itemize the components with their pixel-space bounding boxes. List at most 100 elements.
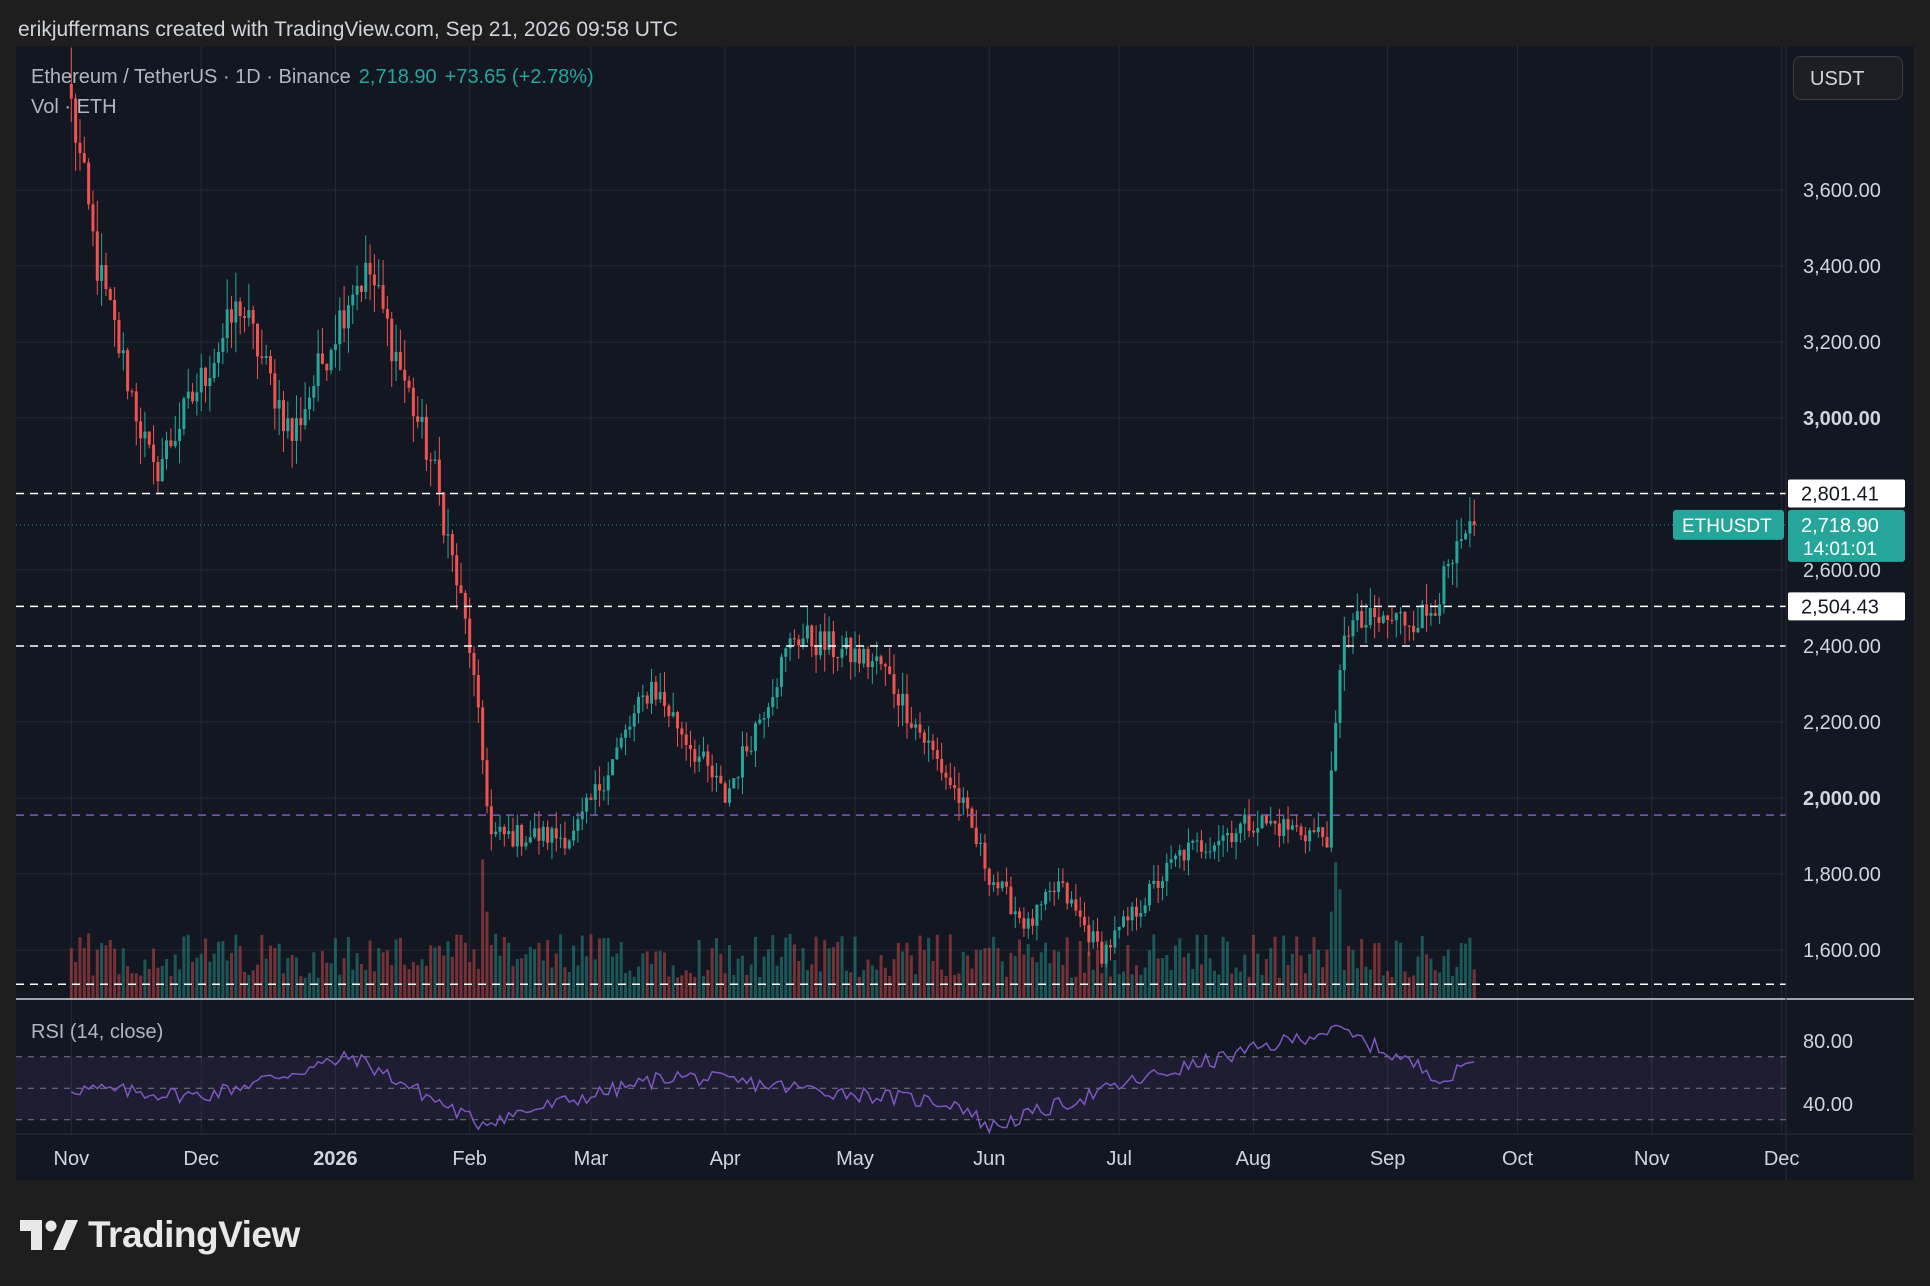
volume-bar <box>182 936 186 998</box>
candle-body <box>693 749 697 762</box>
volume-bar <box>498 955 502 998</box>
candle-body <box>256 323 259 357</box>
candle-body <box>78 142 82 154</box>
volume-bar <box>424 965 428 998</box>
volume-bar <box>217 941 221 998</box>
candle-body <box>268 356 272 374</box>
volume-bar <box>749 964 753 998</box>
candle-body <box>1282 819 1286 837</box>
volume-bar <box>1425 954 1429 998</box>
volume-bar <box>1299 955 1303 998</box>
candle-body <box>1182 849 1186 861</box>
candle-body <box>554 828 558 839</box>
candle-body <box>645 695 649 704</box>
volume-bar <box>1412 975 1416 998</box>
time-tick-label: Jul <box>1106 1148 1132 1170</box>
candle-body <box>1230 833 1234 842</box>
volume-bar <box>814 936 818 998</box>
candle-body <box>320 353 324 364</box>
volume-bar <box>390 965 394 998</box>
volume-bar <box>753 936 757 998</box>
candle-body <box>1013 911 1017 915</box>
candle-body <box>931 740 935 751</box>
volume-bar <box>186 934 190 998</box>
candle-body <box>714 775 718 778</box>
volume-bar <box>1269 947 1273 998</box>
candle-body <box>152 444 156 462</box>
candle-body <box>1130 906 1134 921</box>
volume-bar <box>1243 954 1247 998</box>
candle-body <box>273 373 277 409</box>
tradingview-logo[interactable]: TradingView <box>20 1214 300 1256</box>
symbol-title[interactable]: Ethereum / TetherUS · 1D · Binance <box>31 66 351 88</box>
currency-button[interactable]: USDT <box>1793 56 1903 100</box>
candle-body <box>199 367 203 393</box>
candle-body <box>589 797 593 800</box>
volume-bar <box>1312 936 1316 998</box>
volume-bar <box>1338 889 1342 998</box>
candle-body <box>684 734 688 745</box>
volume-bar <box>1160 958 1164 998</box>
volume-bar <box>247 974 251 998</box>
candle-body <box>909 723 913 728</box>
candle-body <box>1394 613 1398 621</box>
candle-body <box>940 758 944 773</box>
rsi-legend[interactable]: RSI (14, close) <box>31 1021 164 1043</box>
volume-bar <box>1052 950 1056 998</box>
candle-body <box>286 418 290 432</box>
volume-bar <box>394 939 398 998</box>
volume-bar <box>615 953 619 998</box>
candle-body <box>507 831 511 835</box>
candle-body <box>416 416 420 422</box>
volume-bar <box>849 972 853 998</box>
volume-legend[interactable]: Vol · ETH <box>31 96 117 118</box>
chart-frame[interactable]: 1,600.00 1,800.00 2,000.00 2,200.00 2,400.00… <box>16 46 1914 1180</box>
price-chart[interactable]: 1,600.00 1,800.00 2,000.00 2,200.00 2,400.00… <box>16 46 1914 1180</box>
candle-body <box>663 692 667 706</box>
candle-body <box>1390 620 1394 622</box>
volume-bar <box>95 949 99 998</box>
candle-body <box>1018 911 1022 919</box>
volume-bar <box>1390 976 1394 998</box>
candle-body <box>1329 770 1333 848</box>
candle-body <box>212 362 216 379</box>
candle-body <box>1308 830 1312 842</box>
candle-body <box>862 648 866 664</box>
candle-body <box>100 264 104 281</box>
candle-body <box>892 674 896 695</box>
candle-body <box>169 440 173 447</box>
volume-bar <box>1247 976 1251 998</box>
volume-bar <box>511 965 515 998</box>
candle-body <box>1325 837 1329 848</box>
volume-bar <box>697 940 701 998</box>
volume-bar <box>372 971 376 998</box>
candle-body <box>905 693 909 724</box>
volume-bar <box>572 945 576 998</box>
candle-body <box>355 285 359 295</box>
candle-body <box>1260 815 1264 829</box>
candle-body <box>230 309 234 323</box>
candle-body <box>1316 827 1320 832</box>
volume-bar <box>663 952 667 998</box>
volume-bar <box>169 975 173 998</box>
candle-body <box>195 392 199 402</box>
volume-bar <box>225 960 229 998</box>
candle-body <box>762 718 766 720</box>
candle-body <box>1195 840 1199 842</box>
volume-bar <box>1031 957 1035 998</box>
volume-bar <box>1035 962 1039 998</box>
volume-bar <box>779 956 783 998</box>
candle-body <box>264 356 268 358</box>
candle-body <box>95 231 99 281</box>
volume-bar <box>277 943 281 998</box>
volume-bar <box>836 941 840 998</box>
candle-body <box>424 416 428 460</box>
volume-bar <box>455 934 459 998</box>
volume-bar <box>294 957 298 998</box>
candle-body <box>961 797 965 803</box>
volume-bar <box>1018 939 1022 998</box>
candle-body <box>602 790 606 792</box>
volume-bar <box>520 958 524 998</box>
volume-bar <box>1442 956 1446 998</box>
volume-bar <box>377 948 381 998</box>
